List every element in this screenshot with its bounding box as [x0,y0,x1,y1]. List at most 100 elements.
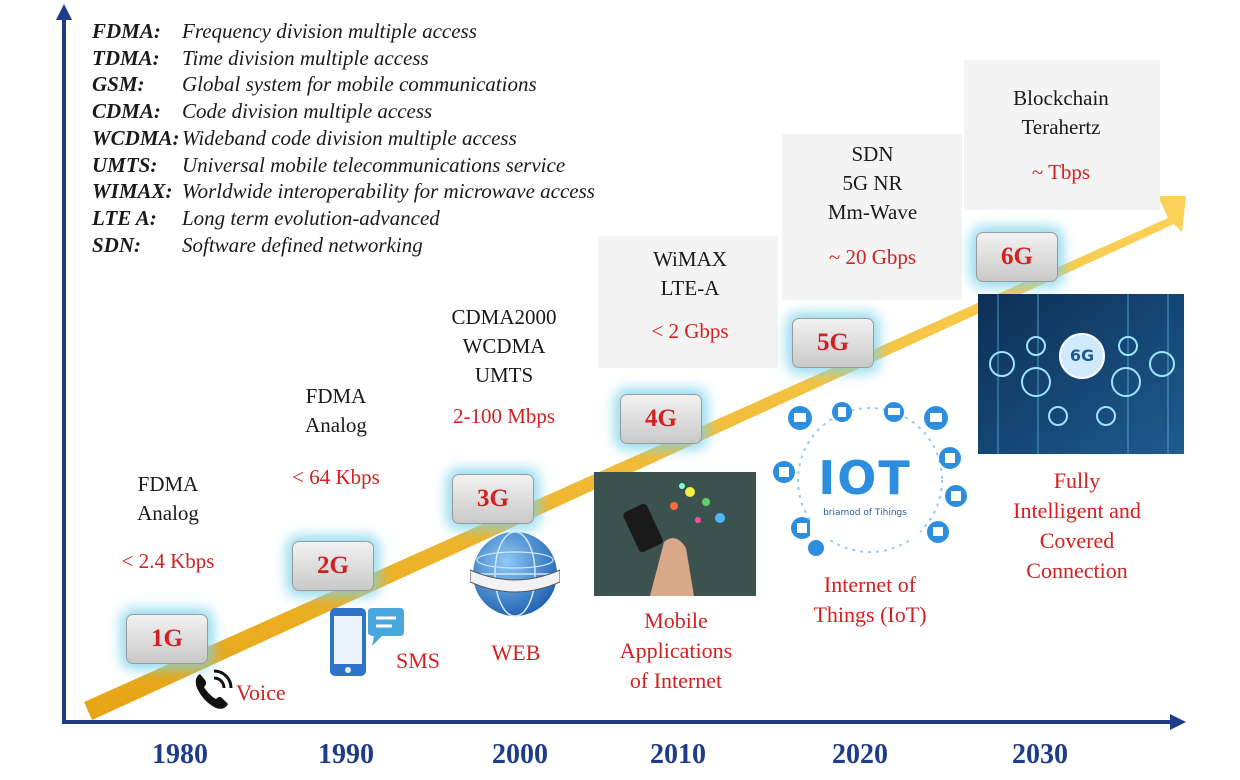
x-axis-arrowhead [1170,714,1186,730]
legend-row: SDN: Software defined networking [92,232,595,259]
spec-1g: FDMA Analog < 2.4 Kbps [88,470,248,576]
legend-definition: Time division multiple access [182,45,429,70]
legend-row: WIMAX: Worldwide interoperability for mic… [92,178,595,205]
spec-3g: CDMA2000 WCDMA UMTS 2-100 Mbps [424,303,584,431]
caption-line: Internet of [823,572,917,597]
caption-line: Applications [619,638,733,663]
legend-definition: Worldwide interoperability for microwave… [182,179,595,204]
6g-network-graphic [978,294,1184,454]
caption-line: Mobile [644,608,708,633]
legend-abbr: WIMAX: [92,179,173,204]
data-rate: < 2.4 Kbps [121,549,215,573]
legend-row: CDMA: Code division multiple access [92,98,595,125]
globe-icon [470,531,560,617]
tech-label: CDMA2000 [451,305,557,329]
tech-label: WCDMA [462,334,546,358]
year-label-2000: 2000 [492,739,548,770]
legend-definition: Code division multiple access [182,99,433,124]
legend-abbr: TDMA: [92,45,160,70]
legend-definition: Global system for mobile communications [182,72,537,97]
generation-box-2g: 2G [292,541,374,591]
legend-abbr: WCDMA: [92,125,180,150]
caption-line: Connection [1026,558,1128,583]
hand-phone-image [594,472,756,596]
generation-box-5g: 5G [792,318,874,368]
legend-abbr: GSM: [92,72,145,97]
application-caption-1g: Voice [236,678,316,708]
legend-abbr: LTE A: [92,205,157,230]
application-caption-5g: Internet of Things (IoT) [790,570,950,630]
sms-phone-icon [330,608,404,676]
caption-line: Intelligent and [1013,498,1141,523]
application-caption-3g: WEB [476,638,556,668]
iot-logo: IOT briamod of Tihings [810,448,920,540]
tech-label: 5G NR [842,171,903,195]
generation-box-4g: 4G [620,394,702,444]
legend-abbr: FDMA: [92,19,161,43]
year-label-1990: 1990 [318,739,374,770]
caption-line: of Internet [629,668,723,693]
application-caption-4g: Mobile Applications of Internet [596,606,756,696]
data-rate: < 64 Kbps [292,465,380,489]
legend-definition: Wideband code division multiple access [182,125,517,150]
legend-row: GSM: Global system for mobile communicati… [92,71,595,98]
spec-5g: SDN 5G NR Mm-Wave ~ 20 Gbps [790,140,955,272]
caption-line: SMS [396,648,441,673]
legend-row: FDMA: Frequency division multiple access [92,18,595,45]
y-axis-arrowhead [56,4,72,20]
legend-definition: Long term evolution-advanced [182,205,440,230]
tech-label: SDN [851,142,894,166]
legend-abbr: CDMA: [92,99,161,124]
spec-6g: Blockchain Terahertz ~ Tbps [976,84,1146,187]
spec-panel-5g [782,134,962,300]
legend-abbr: SDN: [92,232,142,257]
6g-badge: 6G [1069,346,1095,365]
caption-line: Things (IoT) [813,602,927,627]
caption-line: WEB [491,640,541,665]
tech-label: FDMA [137,472,199,496]
year-label-2030: 2030 [1012,739,1068,770]
caption-line: Fully [1053,468,1101,493]
year-label-2020: 2020 [832,739,888,770]
spec-2g: FDMA Analog < 64 Kbps [256,382,416,492]
application-caption-6g: Fully Intelligent and Covered Connection [994,466,1160,586]
legend-definition: Universal mobile telecommunications serv… [182,152,566,177]
tech-label: Analog [305,413,367,437]
year-label-1980: 1980 [152,739,208,770]
legend-row: TDMA: Time division multiple access [92,45,595,72]
iot-icon [773,402,967,556]
data-rate: 2-100 Mbps [452,404,556,428]
data-rate: < 2 Gbps [651,319,729,343]
generation-box-1g: 1G [126,614,208,664]
generation-box-3g: 3G [452,474,534,524]
year-label-2010: 2010 [650,739,706,770]
tech-label: Analog [137,501,199,525]
tech-label: Mm-Wave [827,200,918,224]
tech-label: UMTS [474,363,534,387]
iot-logo-subtitle: briamod of Tihings [823,508,907,518]
legend-abbr: UMTS: [92,152,158,177]
legend-row: WCDMA: Wideband code division multiple ac… [92,125,595,152]
legend-definition: Frequency division multiple access [182,19,477,43]
spec-panel-6g [964,60,1160,210]
legend-row: LTE A: Long term evolution-advanced [92,205,595,232]
tech-label: Blockchain [1013,86,1109,110]
6g-network-image: 6G [978,294,1184,454]
spec-panel-4g [598,236,778,368]
generation-box-6g: 6G [976,232,1058,282]
tech-label: Terahertz [1021,115,1101,139]
iot-logo-title: IOT [818,451,912,505]
data-rate: ~ 20 Gbps [828,245,917,269]
caption-line: Voice [236,680,286,705]
abbreviation-legend: FDMA: Frequency division multiple access … [92,18,595,258]
phone-icon [195,669,233,709]
tech-label: WiMAX [653,247,727,271]
tech-label: FDMA [305,384,367,408]
spec-4g: WiMAX LTE-A < 2 Gbps [610,245,770,346]
legend-row: UMTS: Universal mobile telecommunications… [92,152,595,179]
legend-definition: Software defined networking [182,232,423,257]
application-caption-2g: SMS [396,646,456,676]
caption-line: Covered [1039,528,1115,553]
data-rate: ~ Tbps [1031,160,1091,184]
